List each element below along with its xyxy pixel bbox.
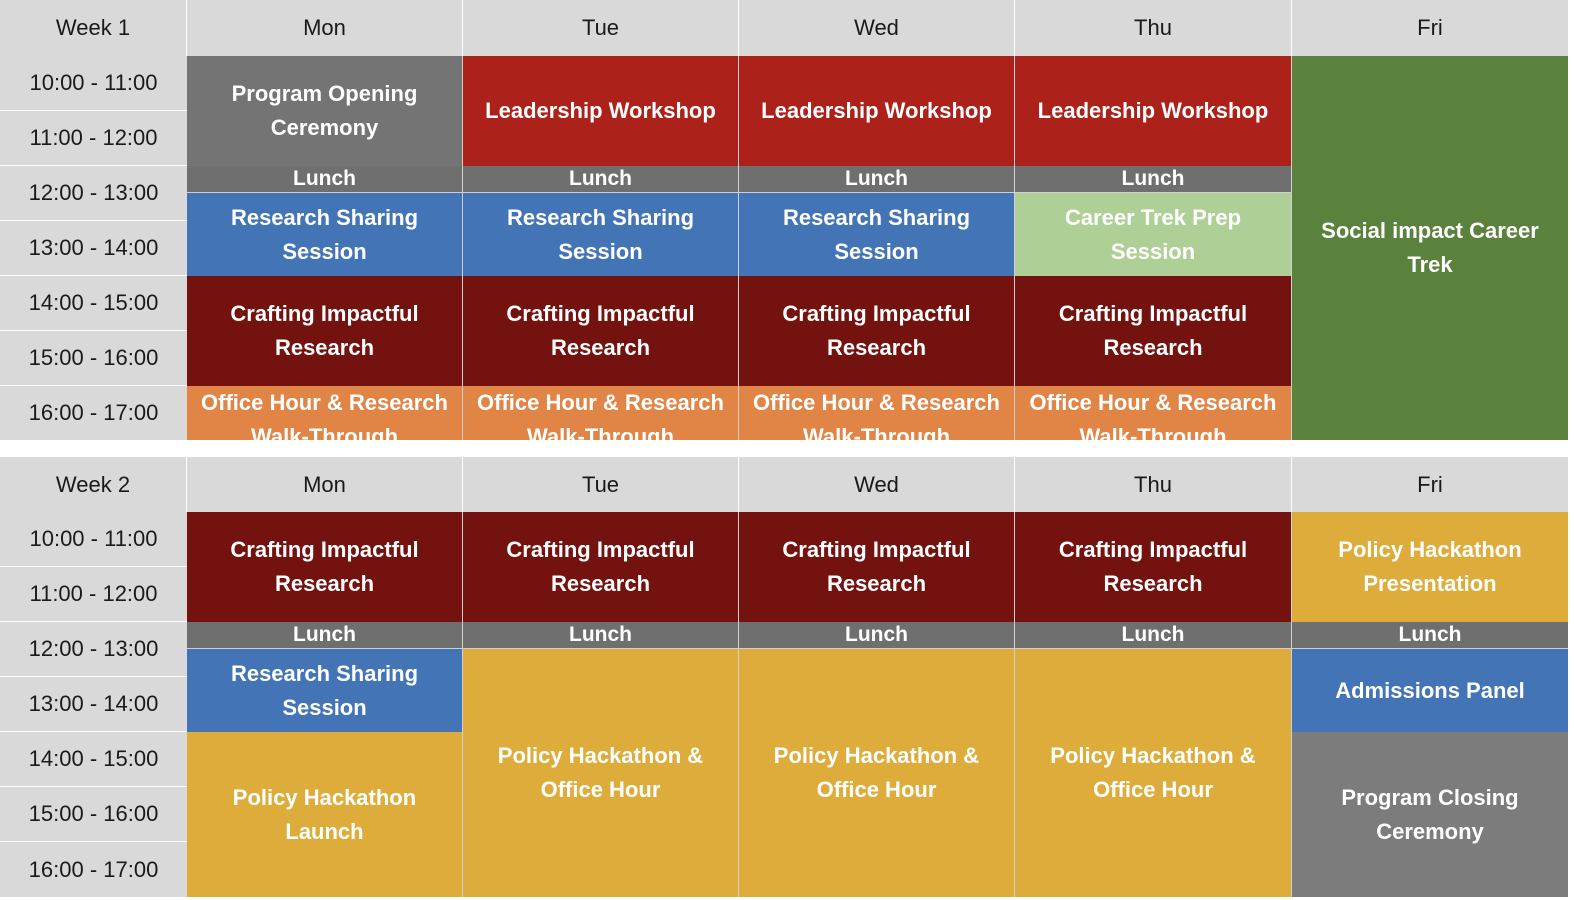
- event-crafting-impactful-research[interactable]: Crafting Impactful Research: [739, 276, 1015, 386]
- event-research-sharing-session[interactable]: Research Sharing Session: [463, 193, 739, 276]
- event-leadership-workshop[interactable]: Leadership Workshop: [1015, 56, 1292, 166]
- time-slot: 12:00 - 13:00: [0, 622, 187, 677]
- time-slot: 16:00 - 17:00: [0, 842, 187, 897]
- day-header-mon: Mon: [187, 0, 463, 56]
- event-program-opening-ceremony[interactable]: Program Opening Ceremony: [187, 56, 463, 166]
- event-policy-hackathon-office-hour[interactable]: Policy Hackathon & Office Hour: [463, 649, 739, 897]
- event-lunch[interactable]: Lunch: [1015, 166, 1292, 193]
- event-policy-hackathon-presentation[interactable]: Policy Hackathon Presentation: [1292, 512, 1568, 622]
- event-research-sharing-session[interactable]: Research Sharing Session: [187, 193, 463, 276]
- event-office-hour-research-walk-through[interactable]: Office Hour & Research Walk-Through: [1015, 386, 1292, 440]
- time-slot: 12:00 - 13:00: [0, 166, 187, 221]
- event-crafting-impactful-research[interactable]: Crafting Impactful Research: [739, 512, 1015, 622]
- event-leadership-workshop[interactable]: Leadership Workshop: [463, 56, 739, 166]
- event-research-sharing-session[interactable]: Research Sharing Session: [739, 193, 1015, 276]
- week-2-schedule: Week 2 Mon Tue Wed Thu Fri 10:00 - 11:00…: [0, 457, 1568, 897]
- day-header-fri: Fri: [1292, 457, 1568, 512]
- event-admissions-panel[interactable]: Admissions Panel: [1292, 649, 1568, 732]
- time-slot: 13:00 - 14:00: [0, 677, 187, 732]
- day-header-wed: Wed: [739, 457, 1015, 512]
- day-header-wed: Wed: [739, 0, 1015, 56]
- event-office-hour-research-walk-through[interactable]: Office Hour & Research Walk-Through: [187, 386, 463, 440]
- event-office-hour-research-walk-through[interactable]: Office Hour & Research Walk-Through: [463, 386, 739, 440]
- event-lunch[interactable]: Lunch: [739, 166, 1015, 193]
- event-social-impact-career-trek[interactable]: Social impact Career Trek: [1292, 56, 1568, 440]
- event-lunch[interactable]: Lunch: [1292, 622, 1568, 649]
- event-policy-hackathon-office-hour[interactable]: Policy Hackathon & Office Hour: [739, 649, 1015, 897]
- event-crafting-impactful-research[interactable]: Crafting Impactful Research: [1015, 276, 1292, 386]
- day-header-thu: Thu: [1015, 0, 1292, 56]
- time-slot: 14:00 - 15:00: [0, 732, 187, 787]
- event-crafting-impactful-research[interactable]: Crafting Impactful Research: [1015, 512, 1292, 622]
- time-slot: 15:00 - 16:00: [0, 331, 187, 386]
- day-header-fri: Fri: [1292, 0, 1568, 56]
- event-lunch[interactable]: Lunch: [187, 166, 463, 193]
- day-header-mon: Mon: [187, 457, 463, 512]
- event-program-closing-ceremony[interactable]: Program Closing Ceremony: [1292, 732, 1568, 897]
- event-leadership-workshop[interactable]: Leadership Workshop: [739, 56, 1015, 166]
- event-career-trek-prep-session[interactable]: Career Trek Prep Session: [1015, 193, 1292, 276]
- time-slot: 11:00 - 12:00: [0, 111, 187, 166]
- event-lunch[interactable]: Lunch: [463, 166, 739, 193]
- event-lunch[interactable]: Lunch: [187, 622, 463, 649]
- event-lunch[interactable]: Lunch: [739, 622, 1015, 649]
- week-label: Week 1: [0, 0, 187, 56]
- time-slot: 14:00 - 15:00: [0, 276, 187, 331]
- week-1-schedule: Week 1 Mon Tue Wed Thu Fri 10:00 - 11:00…: [0, 0, 1568, 440]
- day-header-thu: Thu: [1015, 457, 1292, 512]
- time-slot: 10:00 - 11:00: [0, 56, 187, 111]
- event-crafting-impactful-research[interactable]: Crafting Impactful Research: [463, 276, 739, 386]
- time-slot: 16:00 - 17:00: [0, 386, 187, 440]
- event-office-hour-research-walk-through[interactable]: Office Hour & Research Walk-Through: [739, 386, 1015, 440]
- time-slot: 11:00 - 12:00: [0, 567, 187, 622]
- day-header-tue: Tue: [463, 0, 739, 56]
- time-slot: 10:00 - 11:00: [0, 512, 187, 567]
- time-slot: 13:00 - 14:00: [0, 221, 187, 276]
- event-research-sharing-session[interactable]: Research Sharing Session: [187, 649, 463, 732]
- event-lunch[interactable]: Lunch: [1015, 622, 1292, 649]
- event-crafting-impactful-research[interactable]: Crafting Impactful Research: [187, 276, 463, 386]
- event-policy-hackathon-office-hour[interactable]: Policy Hackathon & Office Hour: [1015, 649, 1292, 897]
- day-header-tue: Tue: [463, 457, 739, 512]
- event-crafting-impactful-research[interactable]: Crafting Impactful Research: [187, 512, 463, 622]
- time-slot: 15:00 - 16:00: [0, 787, 187, 842]
- week-label: Week 2: [0, 457, 187, 512]
- event-crafting-impactful-research[interactable]: Crafting Impactful Research: [463, 512, 739, 622]
- event-lunch[interactable]: Lunch: [463, 622, 739, 649]
- event-policy-hackathon-launch[interactable]: Policy Hackathon Launch: [187, 732, 463, 897]
